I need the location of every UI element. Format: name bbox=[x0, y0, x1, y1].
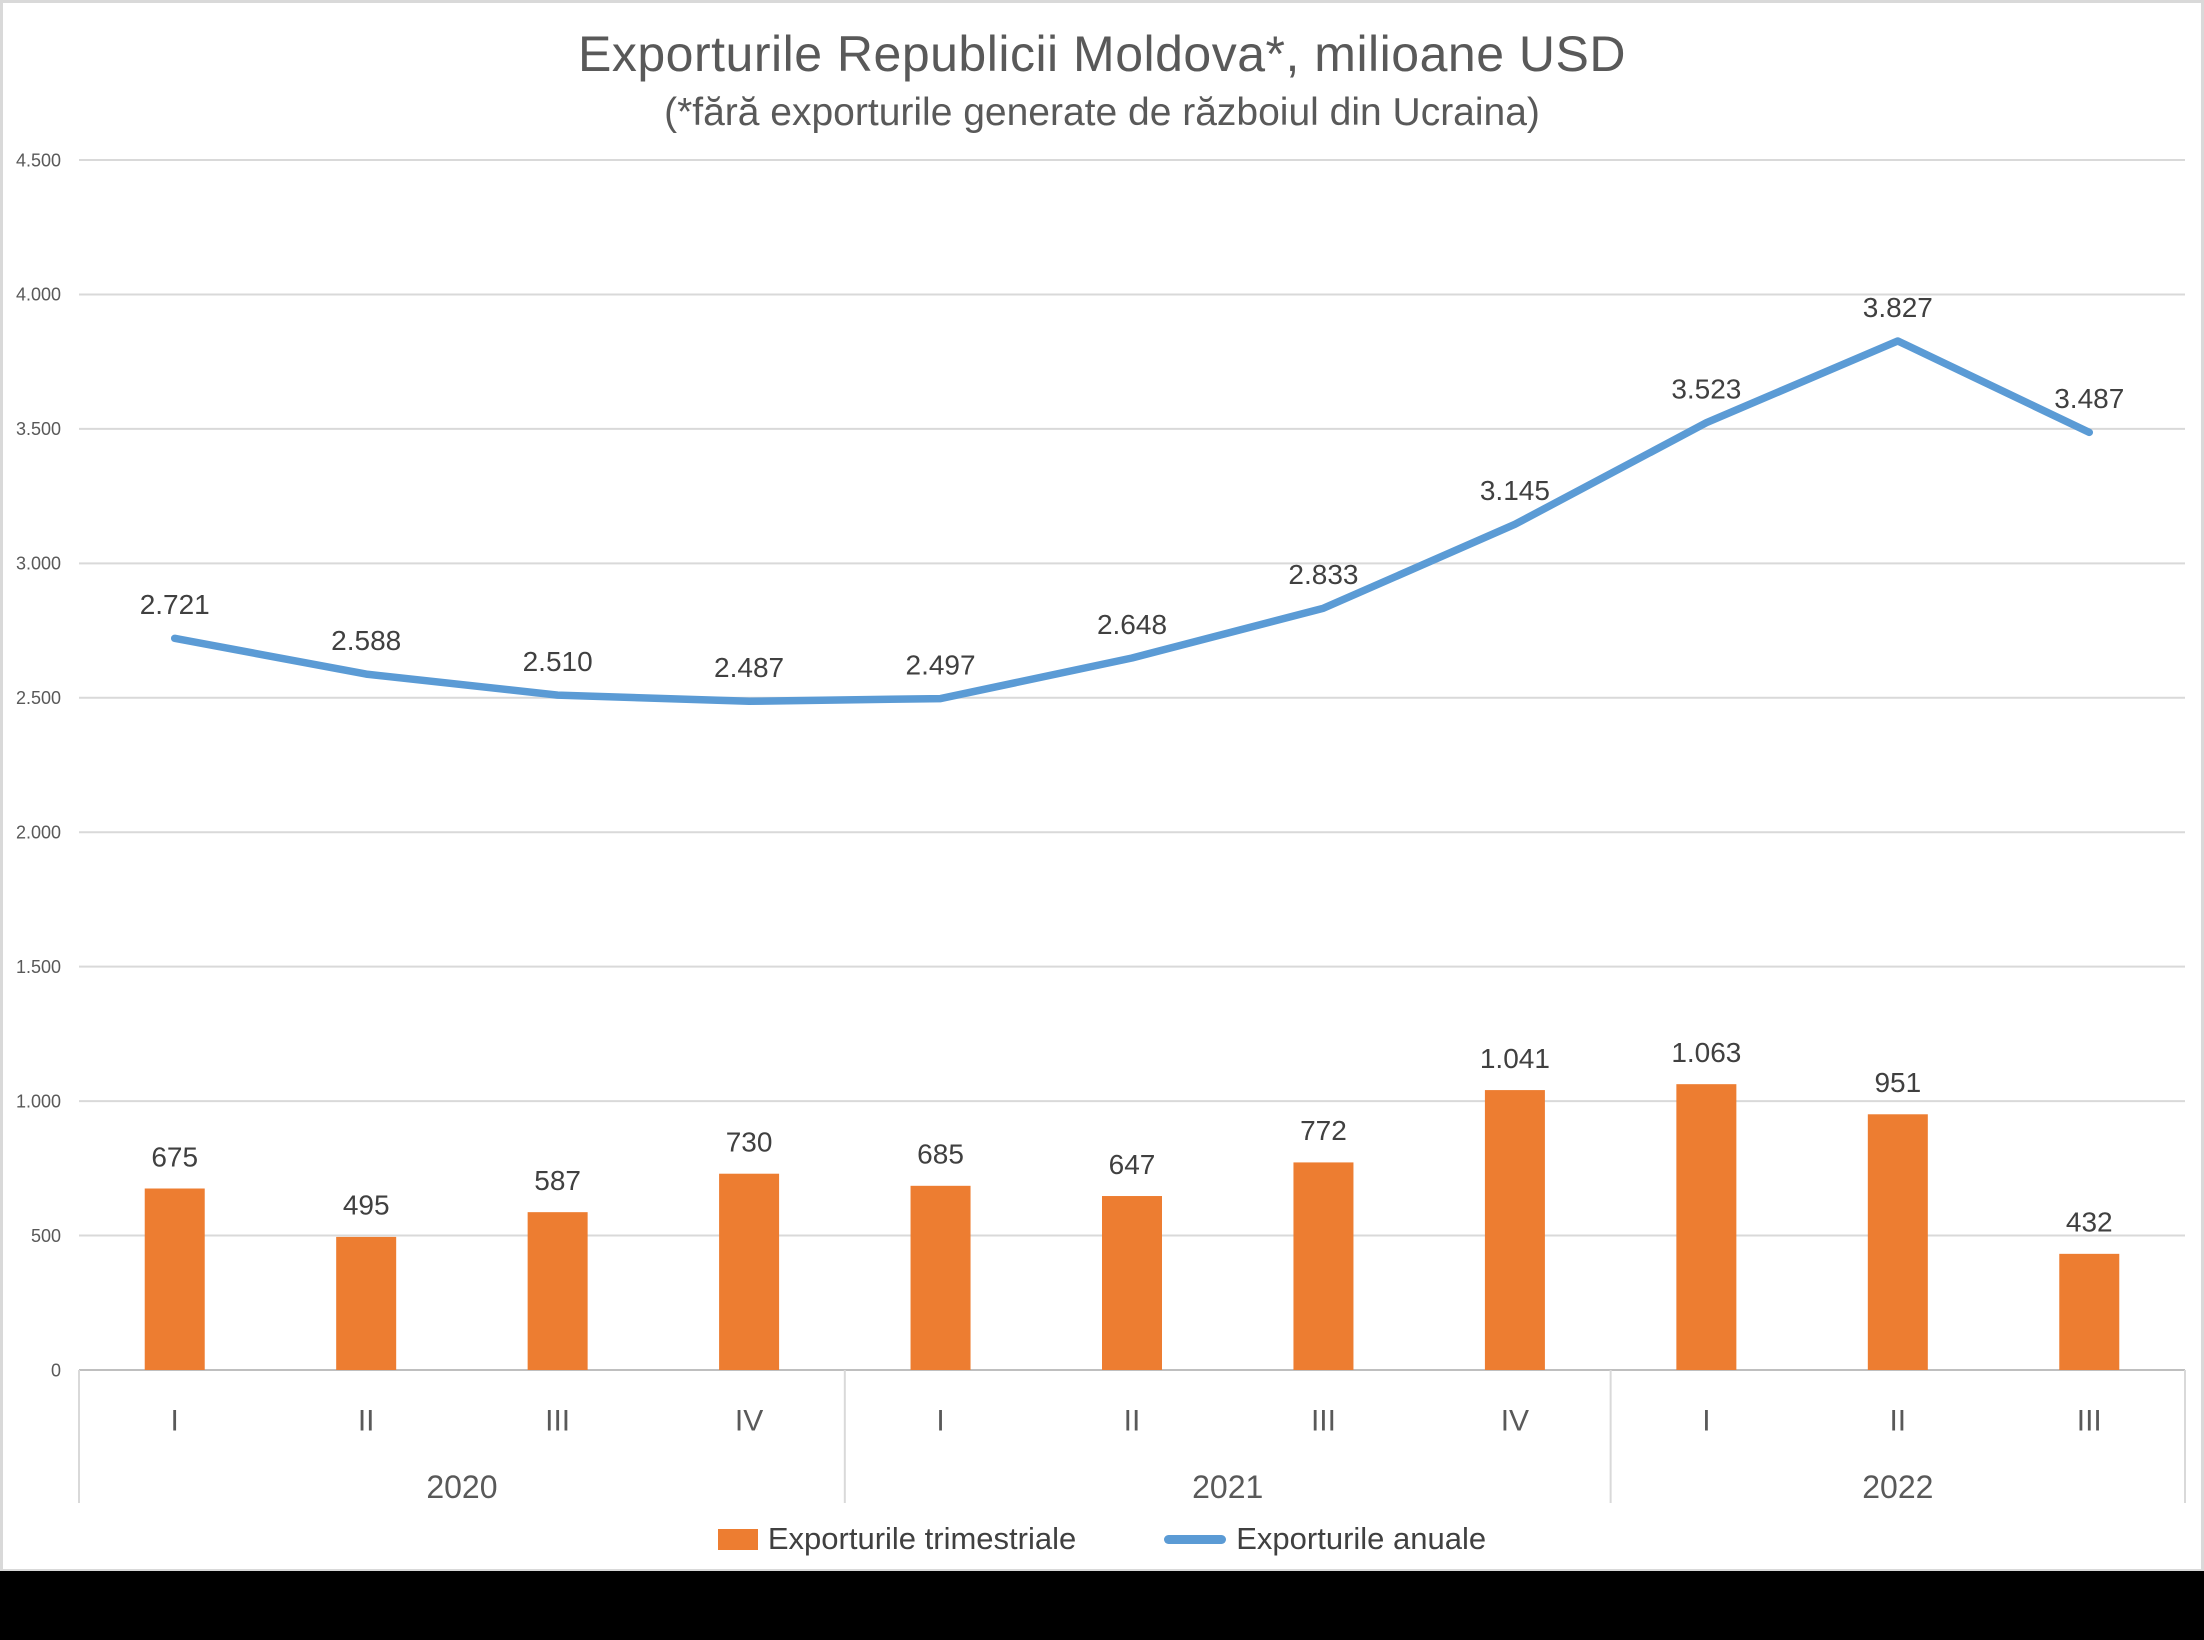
y-tick-label: 3.000 bbox=[16, 554, 61, 574]
bar-value-label: 587 bbox=[534, 1165, 581, 1196]
line-value-label: 2.588 bbox=[331, 625, 401, 656]
line-value-label: 3.827 bbox=[1863, 292, 1933, 323]
quarterly-export-bar bbox=[144, 1188, 205, 1370]
quarter-tick-label: II bbox=[358, 1405, 375, 1438]
quarterly-export-bar bbox=[2059, 1253, 2120, 1370]
quarterly-export-bar bbox=[910, 1185, 971, 1370]
bar-value-label: 772 bbox=[1300, 1115, 1347, 1146]
year-label: 2021 bbox=[1192, 1469, 1263, 1505]
bar-value-label: 1.041 bbox=[1480, 1043, 1550, 1074]
chart-legend: Exporturile trimestriale Exporturile anu… bbox=[3, 1511, 2201, 1567]
chart-title: Exporturile Republicii Moldova*, milioan… bbox=[578, 26, 1626, 82]
legend-item-quarterly: Exporturile trimestriale bbox=[717, 1521, 1077, 1557]
y-tick-label: 2.000 bbox=[16, 823, 61, 843]
y-tick-label: 2.500 bbox=[16, 688, 61, 708]
quarterly-export-bar bbox=[1484, 1090, 1545, 1370]
bar-value-label: 647 bbox=[1109, 1149, 1156, 1180]
combo-chart-canvas: 0 500 1.000 1.500 2.000 2.500 3.000 3.500 4.000 4… bbox=[16, 150, 2186, 1505]
quarterly-export-bar bbox=[1676, 1084, 1737, 1370]
legend-item-annual: Exporturile anuale bbox=[1164, 1521, 1486, 1557]
quarter-tick-label: III bbox=[2077, 1405, 2102, 1438]
quarterly-export-bar bbox=[1867, 1114, 1928, 1370]
bar-value-label: 495 bbox=[343, 1190, 390, 1221]
y-tick-label: 4.500 bbox=[16, 150, 61, 170]
legend-bar-swatch-icon bbox=[717, 1528, 758, 1550]
y-tick-label: 3.500 bbox=[16, 419, 61, 439]
legend-line-swatch-icon bbox=[1164, 1534, 1227, 1544]
quarter-tick-label: I bbox=[1702, 1405, 1710, 1438]
line-value-label: 3.145 bbox=[1480, 475, 1550, 506]
annual-export-line bbox=[170, 337, 2094, 706]
bottom-letterbox-band bbox=[0, 1571, 2204, 1640]
line-value-label: 2.721 bbox=[140, 589, 210, 620]
year-label: 2020 bbox=[426, 1469, 497, 1505]
line-value-label: 3.523 bbox=[1671, 374, 1741, 405]
quarter-tick-label: IV bbox=[1501, 1405, 1529, 1438]
bar-value-label: 951 bbox=[1874, 1067, 1921, 1098]
y-tick-label: 1.500 bbox=[16, 957, 61, 977]
line-value-label: 2.833 bbox=[1288, 559, 1358, 590]
bar-value-label: 675 bbox=[151, 1141, 198, 1172]
line-value-label: 2.487 bbox=[714, 652, 784, 683]
line-value-label: 3.487 bbox=[2054, 383, 2124, 414]
bar-value-label: 1.063 bbox=[1671, 1037, 1741, 1068]
chart-slide: Exporturile Republicii Moldova*, milioan… bbox=[0, 0, 2204, 1571]
y-tick-label: 0 bbox=[51, 1360, 61, 1380]
quarter-tick-label: I bbox=[936, 1405, 944, 1438]
quarter-tick-label: I bbox=[171, 1405, 179, 1438]
quarter-tick-label: II bbox=[1889, 1405, 1906, 1438]
line-value-label: 2.648 bbox=[1097, 609, 1167, 640]
line-value-label: 2.510 bbox=[523, 646, 593, 677]
quarterly-export-bar bbox=[527, 1212, 588, 1370]
quarterly-export-bar bbox=[336, 1236, 397, 1370]
year-label: 2022 bbox=[1862, 1469, 1933, 1505]
bar-value-label: 730 bbox=[726, 1127, 773, 1158]
line-value-label: 2.497 bbox=[906, 649, 976, 680]
quarterly-export-bar bbox=[719, 1173, 780, 1370]
y-tick-label: 1.000 bbox=[16, 1091, 61, 1111]
chart-subtitle: (*fără exporturile generate de războiul … bbox=[664, 91, 1540, 134]
quarterly-export-bar bbox=[1293, 1162, 1354, 1370]
quarter-tick-label: IV bbox=[735, 1405, 763, 1438]
y-tick-label: 500 bbox=[31, 1226, 61, 1246]
quarter-tick-label: III bbox=[545, 1405, 570, 1438]
legend-line-label: Exporturile anuale bbox=[1236, 1521, 1487, 1556]
bar-value-label: 432 bbox=[2066, 1207, 2113, 1238]
legend-bar-label: Exporturile trimestriale bbox=[767, 1521, 1077, 1556]
quarter-tick-label: II bbox=[1124, 1405, 1141, 1438]
bar-value-label: 685 bbox=[917, 1139, 964, 1170]
quarterly-export-bar bbox=[1102, 1196, 1162, 1370]
quarter-tick-label: III bbox=[1311, 1405, 1336, 1438]
y-tick-label: 4.000 bbox=[16, 285, 61, 305]
